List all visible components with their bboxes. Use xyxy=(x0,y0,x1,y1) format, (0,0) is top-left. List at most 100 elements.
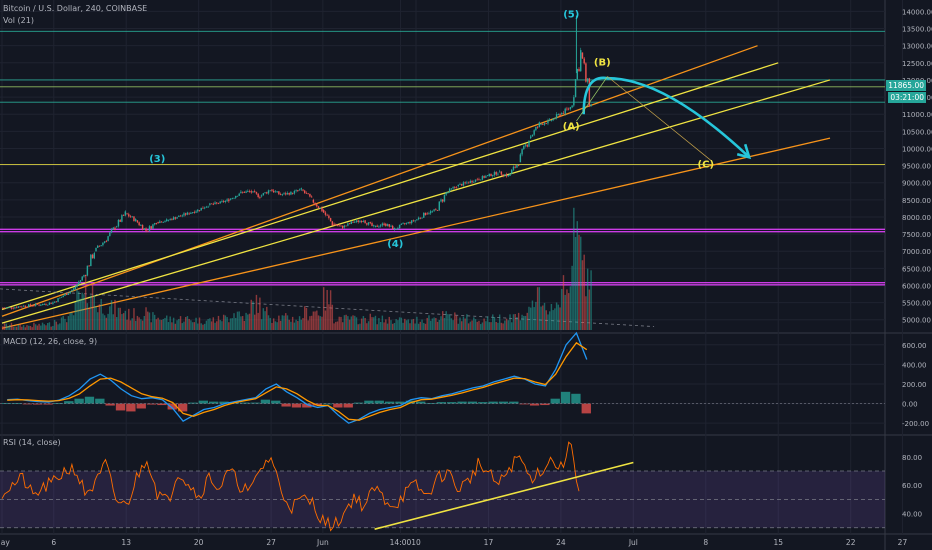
candle-body xyxy=(524,144,527,146)
macd-histogram-bar xyxy=(498,401,509,404)
volume-bar xyxy=(331,304,334,330)
macd-histogram-bar xyxy=(560,391,571,404)
volume-bar xyxy=(128,308,130,330)
candle-body xyxy=(264,192,266,194)
candle-body xyxy=(335,224,337,226)
candle-body xyxy=(231,198,233,199)
volume-bar xyxy=(119,307,121,330)
volume-bar xyxy=(536,287,539,330)
candle-body xyxy=(450,188,453,190)
volume-bar xyxy=(393,323,396,330)
candle-body xyxy=(222,201,225,202)
candle-body xyxy=(262,193,265,196)
candle-body xyxy=(266,192,268,194)
candle-body xyxy=(304,190,306,194)
volume-bar xyxy=(176,320,178,330)
volume-bar xyxy=(272,318,275,330)
candle-body xyxy=(504,174,506,176)
candle-body xyxy=(488,173,491,176)
macd-tick-label: 0.00 xyxy=(902,401,918,409)
volume-bar xyxy=(62,315,64,330)
volume-bar xyxy=(152,312,154,330)
x-tick-label: Jul xyxy=(628,538,638,547)
macd-histogram-bar xyxy=(188,402,198,404)
candle-body xyxy=(247,190,249,192)
candle-body xyxy=(483,176,485,178)
candle-body xyxy=(573,97,575,106)
candle-body xyxy=(338,225,340,227)
volume-bar xyxy=(259,297,261,330)
candle-body xyxy=(33,305,35,307)
candle-body xyxy=(40,305,42,306)
candle-body xyxy=(485,176,487,178)
candle-body xyxy=(176,217,178,219)
volume-bar xyxy=(521,314,523,330)
candle-body xyxy=(133,216,135,222)
volume-bar xyxy=(585,296,587,330)
x-tick-label: 10 xyxy=(411,538,421,547)
volume-bar xyxy=(207,319,209,330)
candle-body xyxy=(305,193,308,194)
volume-bar xyxy=(193,322,196,330)
candle-body xyxy=(24,305,26,307)
volume-bar xyxy=(557,304,560,330)
volume-bar xyxy=(110,300,113,330)
volume-bar xyxy=(500,322,503,330)
x-tick-label: 24 xyxy=(556,538,566,547)
volume-bar xyxy=(76,289,78,330)
candle-body xyxy=(428,213,430,215)
candle-body xyxy=(329,218,332,222)
volume-bar xyxy=(22,325,25,330)
volume-bar xyxy=(71,312,73,330)
candle-body xyxy=(297,190,299,191)
volume-bar xyxy=(466,314,468,330)
volume-bar xyxy=(222,314,225,330)
volume-bar xyxy=(333,323,335,330)
volume-legend[interactable]: Vol (21) xyxy=(3,16,34,25)
volume-bar xyxy=(590,270,592,330)
candle-body xyxy=(183,213,185,216)
volume-bar xyxy=(157,317,159,330)
macd-histogram-bar xyxy=(478,402,488,404)
volume-bar xyxy=(240,316,242,330)
volume-bar xyxy=(348,319,351,330)
candle-body xyxy=(229,198,232,200)
volume-bar xyxy=(210,321,213,330)
macd-legend[interactable]: MACD (12, 26, close, 9) xyxy=(3,337,98,346)
candle-body xyxy=(236,195,239,197)
volume-bar xyxy=(479,324,482,330)
y-tick-label: 12500.00 xyxy=(902,60,932,68)
volume-bar xyxy=(530,307,532,330)
candle-body xyxy=(105,240,108,242)
volume-bar xyxy=(495,321,497,330)
volume-bar xyxy=(412,318,415,330)
candle-body xyxy=(195,211,197,213)
candle-body xyxy=(481,176,484,180)
volume-bar xyxy=(397,320,399,330)
volume-bar xyxy=(481,322,484,330)
candle-body xyxy=(107,236,109,241)
candle-body xyxy=(228,199,230,202)
candle-body xyxy=(404,223,406,225)
x-tick-label: 8 xyxy=(703,538,708,547)
volume-bar xyxy=(405,320,408,330)
volume-bar xyxy=(578,234,580,330)
candle-body xyxy=(443,194,446,202)
candle-body xyxy=(557,114,560,115)
candle-body xyxy=(395,228,397,230)
candle-body xyxy=(516,164,518,168)
candle-body xyxy=(347,223,349,226)
candle-body xyxy=(235,195,237,198)
rsi-legend[interactable]: RSI (14, close) xyxy=(3,438,61,447)
volume-bar xyxy=(203,323,206,330)
volume-bar xyxy=(112,314,114,330)
volume-bar xyxy=(88,308,90,330)
candle-body xyxy=(397,227,399,229)
volume-bar xyxy=(571,265,573,330)
volume-bar xyxy=(504,320,506,330)
main-legend[interactable]: Bitcoin / U.S. Dollar, 240, COINBASE xyxy=(3,4,148,13)
candle-body xyxy=(300,188,302,190)
volume-bar xyxy=(100,298,102,330)
volume-bar xyxy=(497,322,499,330)
